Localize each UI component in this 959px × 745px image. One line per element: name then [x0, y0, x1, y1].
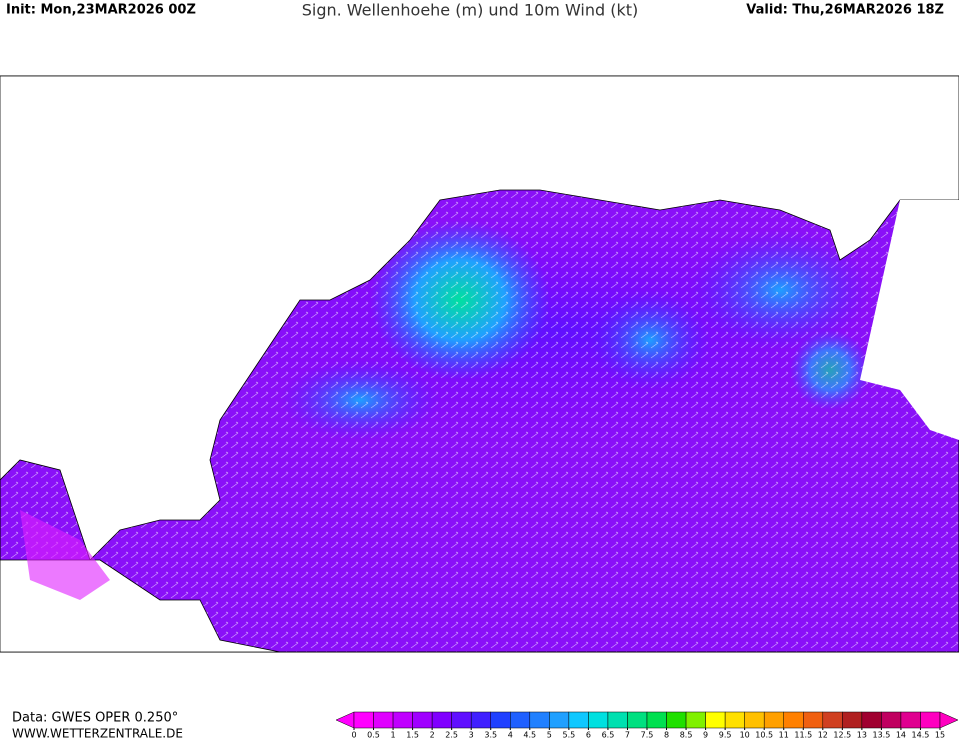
legend-tick-label: 11 — [779, 731, 789, 740]
legend-tick-label: 3.5 — [484, 731, 497, 740]
legend-tick-label: 8 — [664, 731, 669, 740]
color-legend: 0 0.5 1 1.5 2 2.5 3 3.5 4 4.5 5 5.5 6 6.5 7 7.5 8 8.5 9 9.5… — [335, 711, 959, 740]
legend-arrow — [335, 711, 355, 729]
legend-swatch — [431, 711, 452, 729]
legend-tick-label: 5.5 — [562, 731, 575, 740]
legend-tick-label: 6 — [586, 731, 591, 740]
legend-swatch — [353, 711, 374, 729]
legend-tick-label: 3 — [469, 731, 474, 740]
legend-tick-label: 14.5 — [912, 731, 930, 740]
legend-tick-label: 14 — [896, 731, 906, 740]
map-title: Sign. Wellenhoehe (m) und 10m Wind (kt) — [302, 1, 639, 20]
legend-swatch — [763, 711, 784, 729]
legend-swatch — [627, 711, 648, 729]
legend-tick-label: 13 — [857, 731, 867, 740]
legend-swatch — [392, 711, 413, 729]
legend-tick-label: 10.5 — [755, 731, 773, 740]
legend-swatch — [861, 711, 882, 729]
legend-swatch — [920, 711, 941, 729]
legend-swatch — [607, 711, 628, 729]
legend-swatch — [666, 711, 687, 729]
legend-swatch — [510, 711, 531, 729]
legend-tick-label: 5 — [547, 731, 552, 740]
legend-swatch — [529, 711, 550, 729]
legend-swatch — [373, 711, 394, 729]
legend-tick-label: 7.5 — [641, 731, 654, 740]
legend-swatch — [822, 711, 843, 729]
legend-tick-label: 4 — [508, 731, 513, 740]
legend-tick-label: 11.5 — [794, 731, 812, 740]
legend-swatch — [842, 711, 863, 729]
legend-tick-label: 15 — [935, 731, 945, 740]
legend-tick-label: 0.5 — [367, 731, 380, 740]
legend-swatch — [490, 711, 511, 729]
init-time: Init: Mon,23MAR2026 00Z — [6, 3, 196, 18]
legend-swatch — [646, 711, 667, 729]
sea-area — [20, 510, 110, 600]
legend-swatch — [724, 711, 745, 729]
legend-tick-label: 4.5 — [523, 731, 536, 740]
legend-swatch — [900, 711, 921, 729]
legend-swatch — [549, 711, 570, 729]
legend-tick-label: 7 — [625, 731, 630, 740]
legend-tick-label: 9.5 — [719, 731, 732, 740]
legend-tick-label: 8.5 — [680, 731, 693, 740]
legend-tick-label: 0 — [351, 731, 356, 740]
legend-tick-label: 6.5 — [602, 731, 615, 740]
legend-tick-label: 1.5 — [406, 731, 419, 740]
legend-tick-label: 2 — [430, 731, 435, 740]
website: WWW.WETTERZENTRALE.DE — [12, 727, 183, 741]
legend-tick-label: 1 — [391, 731, 396, 740]
legend-swatch — [783, 711, 804, 729]
legend-tick-label: 10 — [740, 731, 750, 740]
legend-swatch — [451, 711, 472, 729]
legend-swatch — [803, 711, 824, 729]
legend-swatch — [744, 711, 765, 729]
legend-arrow — [939, 711, 959, 729]
map — [0, 75, 959, 653]
legend-swatch — [588, 711, 609, 729]
legend-swatch — [705, 711, 726, 729]
legend-swatch — [685, 711, 706, 729]
legend-swatch — [412, 711, 433, 729]
legend-tick-label: 9 — [703, 731, 708, 740]
land — [860, 200, 959, 440]
legend-swatch — [470, 711, 491, 729]
data-source: Data: GWES OPER 0.250° — [12, 711, 178, 726]
valid-time: Valid: Thu,26MAR2026 18Z — [746, 3, 944, 18]
legend-tick-label: 12 — [818, 731, 828, 740]
land — [0, 75, 959, 561]
legend-tick-label: 13.5 — [872, 731, 890, 740]
legend-tick-label: 12.5 — [833, 731, 851, 740]
legend-swatch — [881, 711, 902, 729]
legend-tick-label: 2.5 — [445, 731, 458, 740]
legend-swatch — [568, 711, 589, 729]
